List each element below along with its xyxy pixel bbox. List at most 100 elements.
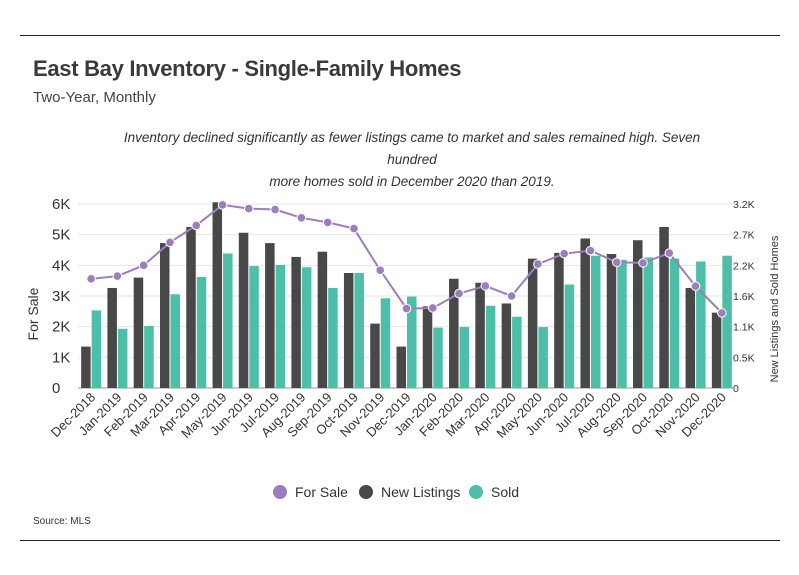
bar-new-listings bbox=[238, 232, 249, 388]
bar-sold bbox=[301, 267, 312, 388]
y2-tick-label: 2.2K bbox=[733, 260, 755, 272]
bar-sold bbox=[407, 296, 417, 388]
for-sale-point bbox=[349, 223, 359, 234]
annotation-line-1: Inventory declined significantly as fewe… bbox=[123, 130, 701, 167]
for-sale-point bbox=[611, 257, 622, 268]
bar-sold bbox=[249, 266, 259, 388]
bar-sold bbox=[433, 327, 443, 388]
for-sale-point bbox=[375, 265, 386, 276]
chart-title: East Bay Inventory - Single-Family Homes bbox=[33, 56, 462, 81]
bar-new-listings bbox=[107, 287, 117, 388]
bar-new-listings bbox=[81, 346, 91, 388]
for-sale-point bbox=[191, 220, 202, 231]
for-sale-line bbox=[91, 203, 723, 314]
legend-marker bbox=[359, 485, 373, 499]
bar-sold bbox=[643, 257, 654, 388]
y-tick-label: 1K bbox=[52, 349, 70, 366]
bar-new-listings bbox=[370, 323, 380, 388]
y2-tick-label: 3.2K bbox=[733, 199, 755, 211]
y-tick-label: 0 bbox=[52, 380, 60, 397]
legend-label: For Sale bbox=[295, 484, 348, 500]
bar-new-listings bbox=[554, 252, 564, 388]
for-sale-point bbox=[717, 308, 727, 318]
for-sale-point bbox=[244, 203, 254, 214]
legend-label: New Listings bbox=[381, 484, 460, 500]
bar-sold bbox=[459, 327, 470, 388]
bar-new-listings bbox=[580, 238, 590, 388]
for-sale-point bbox=[401, 303, 412, 314]
y-tick-label: 6K bbox=[52, 196, 70, 213]
bar-new-listings bbox=[633, 240, 643, 388]
legend-label: Sold bbox=[491, 484, 519, 500]
y2-tick-label: 1.1K bbox=[733, 322, 755, 334]
bar-sold bbox=[696, 261, 706, 388]
for-sale-point bbox=[638, 258, 648, 268]
bar-new-listings bbox=[449, 278, 459, 388]
bar-new-listings bbox=[685, 287, 696, 388]
y2-axis-title: New Listings and Sold Homes bbox=[769, 235, 781, 382]
bar-new-listings bbox=[186, 227, 196, 388]
bar-new-listings bbox=[265, 243, 275, 388]
y2-tick-label: 0.5K bbox=[733, 352, 755, 364]
for-sale-point bbox=[217, 200, 228, 210]
bottom-rule bbox=[20, 540, 780, 541]
bar-new-listings bbox=[396, 346, 406, 388]
y-tick-label: 3K bbox=[52, 288, 70, 305]
y2-tick-label: 1.6K bbox=[733, 291, 755, 303]
bar-sold bbox=[354, 273, 364, 388]
bar-sold bbox=[223, 253, 233, 388]
bar-sold bbox=[144, 325, 154, 388]
chart-subtitle: Two-Year, Monthly bbox=[33, 89, 156, 106]
y-tick-label: 2K bbox=[52, 319, 70, 336]
annotation-line-2: more homes sold in December 2020 than 20… bbox=[269, 174, 555, 189]
for-sale-point bbox=[86, 274, 96, 284]
for-sale-point bbox=[296, 213, 307, 223]
bar-new-listings bbox=[501, 303, 512, 388]
for-sale-point bbox=[112, 271, 123, 281]
legend-marker bbox=[273, 485, 287, 499]
y-axis-title: For Sale bbox=[25, 287, 41, 340]
bar-sold bbox=[512, 316, 522, 388]
y-tick-label: 4K bbox=[52, 257, 70, 274]
bar-new-listings bbox=[527, 258, 538, 388]
bar-new-listings bbox=[475, 282, 485, 388]
top-rule bbox=[20, 35, 780, 36]
bar-new-listings bbox=[317, 251, 328, 388]
for-sale-point bbox=[427, 303, 438, 313]
for-sale-point bbox=[322, 217, 333, 228]
chart-annotation: Inventory declined significantly as fewe… bbox=[100, 127, 724, 193]
bar-sold bbox=[170, 294, 180, 388]
bar-new-listings bbox=[133, 277, 144, 388]
for-sale-point bbox=[585, 245, 596, 256]
for-sale-point bbox=[454, 288, 464, 299]
y2-tick-label: 2.7K bbox=[733, 230, 755, 242]
bar-sold bbox=[590, 255, 601, 388]
for-sale-point bbox=[480, 281, 491, 291]
bar-sold bbox=[485, 305, 496, 388]
bar-sold bbox=[617, 259, 627, 388]
for-sale-point bbox=[138, 260, 149, 271]
bar-new-listings bbox=[606, 254, 617, 388]
source-note: Source: MLS bbox=[33, 516, 91, 527]
for-sale-point bbox=[533, 259, 543, 269]
for-sale-point bbox=[690, 281, 701, 291]
bar-sold bbox=[564, 284, 575, 388]
legend-marker bbox=[469, 485, 483, 499]
bar-sold bbox=[538, 327, 548, 388]
bar-sold bbox=[275, 264, 286, 388]
for-sale-point bbox=[506, 291, 517, 301]
y2-tick-label: 0 bbox=[733, 383, 739, 395]
bar-sold bbox=[91, 310, 102, 388]
for-sale-point bbox=[165, 237, 175, 248]
bar-sold bbox=[380, 298, 391, 388]
bar-new-listings bbox=[343, 273, 354, 388]
bar-new-listings bbox=[659, 227, 669, 388]
for-sale-point bbox=[559, 248, 569, 259]
for-sale-point bbox=[664, 248, 675, 258]
bar-sold bbox=[117, 328, 128, 388]
bar-new-listings bbox=[711, 312, 722, 388]
for-sale-point bbox=[270, 204, 280, 215]
bar-sold bbox=[669, 258, 680, 388]
bar-sold bbox=[196, 277, 207, 388]
